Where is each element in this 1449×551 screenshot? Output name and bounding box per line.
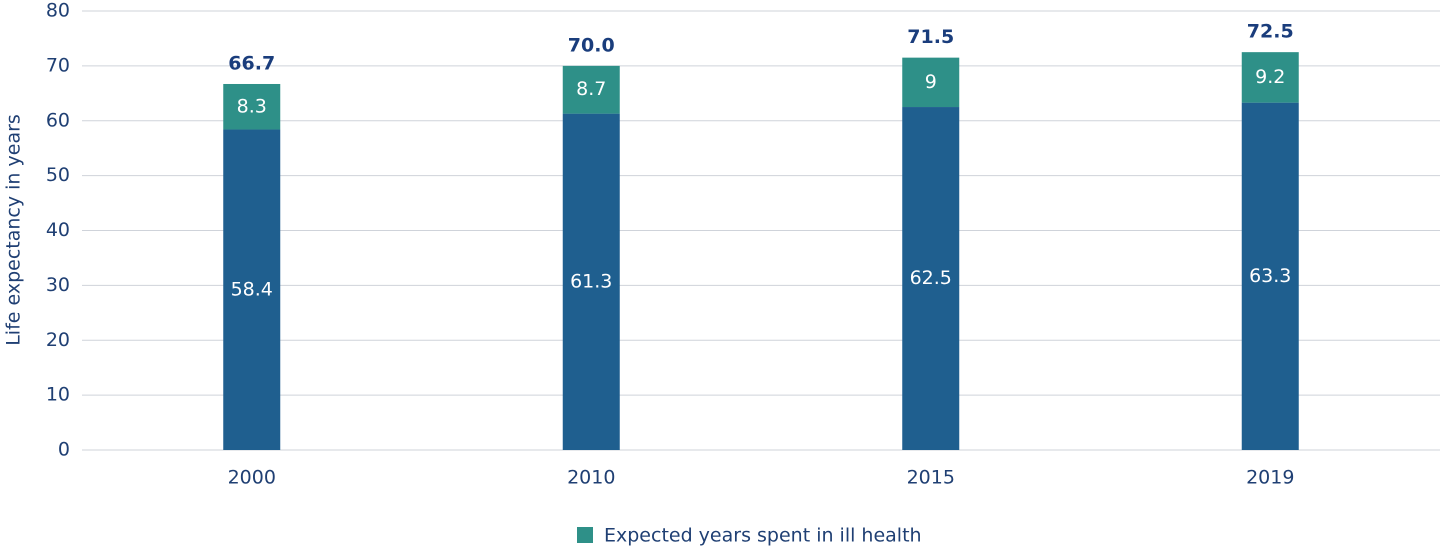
x-tick-label: 2000 <box>228 467 276 489</box>
bar-segment <box>1241 102 1299 451</box>
value-label: 8.7 <box>576 78 606 100</box>
y-tick-label: 30 <box>46 274 70 296</box>
y-axis-label: Life expectancy in years <box>3 114 25 346</box>
x-tick-label: 2015 <box>907 467 955 489</box>
y-tick-label: 60 <box>46 109 70 131</box>
y-tick-label: 0 <box>58 439 70 461</box>
legend-label: Expected years spent in ill health <box>604 525 922 547</box>
x-tick-label: 2019 <box>1246 467 1294 489</box>
value-label: 58.4 <box>231 278 273 300</box>
value-label: 9.2 <box>1255 66 1285 88</box>
y-tick-label: 70 <box>46 54 70 76</box>
bar-segment <box>902 107 960 450</box>
total-label: 66.7 <box>228 52 275 74</box>
y-tick-label: 10 <box>46 384 70 406</box>
bar-segment <box>562 113 620 451</box>
y-tick-label: 20 <box>46 329 70 351</box>
total-label: 71.5 <box>907 26 954 48</box>
bar-segment <box>562 65 620 114</box>
bar-segment <box>223 129 281 450</box>
y-tick-label: 80 <box>46 0 70 22</box>
bar-segment <box>223 83 281 130</box>
y-tick-label: 50 <box>46 164 70 186</box>
total-label: 70.0 <box>568 34 615 56</box>
x-tick-label: 2010 <box>567 467 615 489</box>
value-label: 8.3 <box>237 95 267 117</box>
y-tick-label: 40 <box>46 219 70 241</box>
total-label: 72.5 <box>1247 21 1294 43</box>
bar-segment <box>902 57 960 108</box>
value-label: 62.5 <box>910 267 952 289</box>
legend-swatch <box>577 527 593 543</box>
value-label: 63.3 <box>1249 265 1291 287</box>
value-label: 9 <box>925 71 937 93</box>
value-label: 61.3 <box>570 270 612 292</box>
bar-segment <box>1241 52 1299 103</box>
